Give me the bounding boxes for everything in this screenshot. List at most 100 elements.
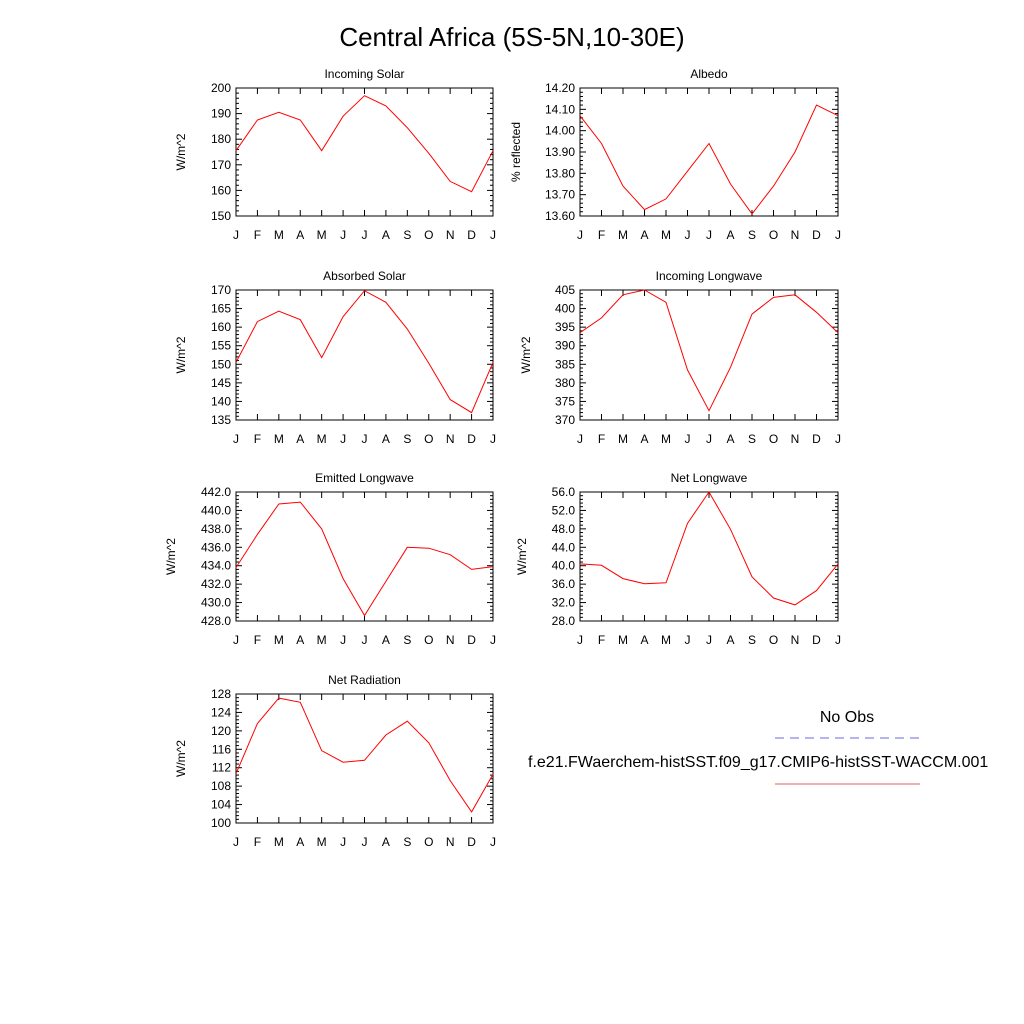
net-radiation-xtick-label: A bbox=[296, 835, 304, 849]
absorbed-solar-ytick-label: 170 bbox=[211, 283, 231, 297]
incoming-solar-xtick-label: A bbox=[382, 228, 390, 242]
incoming-longwave-xtick-label: D bbox=[812, 432, 821, 446]
panel-absorbed-solar: J F M A M J J A S O N D J135140145150155160165170Abs… bbox=[174, 269, 496, 446]
incoming-solar-xtick-label: J bbox=[362, 228, 368, 242]
net-radiation-series-line bbox=[235, 697, 494, 813]
incoming-longwave-xtick-label: J bbox=[706, 432, 712, 446]
incoming-solar-plot-frame bbox=[235, 87, 494, 217]
net-longwave-series-line bbox=[579, 491, 839, 606]
albedo-xtick-label: A bbox=[726, 228, 734, 242]
net-longwave-xtick-label: F bbox=[598, 633, 605, 647]
incoming-longwave-xtick-label: A bbox=[640, 432, 648, 446]
net-longwave-xtick-label: M bbox=[618, 633, 628, 647]
albedo-ytick-label: 13.90 bbox=[545, 145, 575, 159]
emitted-longwave-ytick-label: 438.0 bbox=[201, 522, 231, 536]
albedo-plot-frame bbox=[579, 87, 839, 217]
emitted-longwave-ytick-label: 440.0 bbox=[201, 503, 231, 517]
incoming-longwave-ylabel: W/m^2 bbox=[519, 336, 533, 373]
net-radiation-ytick-label: 116 bbox=[212, 742, 231, 756]
net-longwave-xtick-label: S bbox=[748, 633, 756, 647]
emitted-longwave-xtick-label: F bbox=[254, 633, 261, 647]
incoming-solar-ytick-label: 190 bbox=[211, 107, 231, 121]
emitted-longwave-xtick-label: N bbox=[446, 633, 455, 647]
absorbed-solar-xtick-label: N bbox=[446, 432, 455, 446]
incoming-longwave-xtick-label: J bbox=[835, 432, 841, 446]
incoming-longwave-ytick-label: 395 bbox=[555, 320, 575, 334]
incoming-solar-xtick-label: F bbox=[254, 228, 261, 242]
net-longwave-title: Net Longwave bbox=[671, 471, 748, 485]
absorbed-solar-xtick-label: A bbox=[382, 432, 390, 446]
net-longwave-ytick-label: 44.0 bbox=[552, 540, 576, 554]
albedo-ytick-label: 14.00 bbox=[545, 124, 575, 138]
albedo-ytick-label: 13.60 bbox=[545, 209, 575, 223]
emitted-longwave-xtick-label: M bbox=[317, 633, 327, 647]
net-longwave-xtick-label: J bbox=[835, 633, 841, 647]
net-longwave-ylabel: W/m^2 bbox=[515, 538, 529, 575]
emitted-longwave-xtick-label: A bbox=[382, 633, 390, 647]
legend-label-model: f.e21.FWaerchem-histSST.f09_g17.CMIP6-hi… bbox=[528, 754, 988, 771]
absorbed-solar-ytick-label: 135 bbox=[211, 413, 231, 427]
albedo-xtick-label: J bbox=[685, 228, 691, 242]
absorbed-solar-ytick-label: 150 bbox=[211, 357, 231, 371]
incoming-longwave-xtick-label: S bbox=[748, 432, 756, 446]
incoming-solar-xtick-label: O bbox=[424, 228, 433, 242]
emitted-longwave-ytick-label: 430.0 bbox=[201, 596, 231, 610]
absorbed-solar-xtick-label: F bbox=[254, 432, 261, 446]
net-radiation-xtick-label: A bbox=[382, 835, 390, 849]
absorbed-solar-xtick-label: S bbox=[403, 432, 411, 446]
absorbed-solar-plot-frame bbox=[235, 289, 494, 421]
emitted-longwave-plot-frame bbox=[235, 491, 494, 622]
panel-emitted-longwave: J F M A M J J A S O N D J428.0430.0432.0434.0436.043… bbox=[164, 471, 496, 647]
incoming-solar-series-line bbox=[235, 95, 494, 193]
incoming-longwave-ytick-label: 370 bbox=[555, 413, 575, 427]
absorbed-solar-xtick-label: O bbox=[424, 432, 433, 446]
incoming-solar-title: Incoming Solar bbox=[324, 67, 404, 81]
albedo-xtick-label: S bbox=[748, 228, 756, 242]
emitted-longwave-ylabel: W/m^2 bbox=[164, 538, 178, 575]
albedo-ytick-label: 14.20 bbox=[545, 81, 575, 95]
albedo-xtick-label: J bbox=[577, 228, 583, 242]
absorbed-solar-ytick-label: 160 bbox=[211, 320, 231, 334]
net-longwave-xtick-label: N bbox=[791, 633, 800, 647]
net-radiation-xtick-label: S bbox=[403, 835, 411, 849]
emitted-longwave-xtick-label: S bbox=[403, 633, 411, 647]
incoming-solar-ytick-label: 170 bbox=[211, 158, 231, 172]
absorbed-solar-ytick-label: 145 bbox=[211, 376, 231, 390]
emitted-longwave-xtick-label: J bbox=[233, 633, 239, 647]
incoming-longwave-ytick-label: 380 bbox=[555, 376, 575, 390]
incoming-solar-ytick-label: 200 bbox=[211, 81, 231, 95]
net-radiation-xtick-label: J bbox=[340, 835, 346, 849]
net-longwave-xtick-label: A bbox=[726, 633, 734, 647]
net-radiation-ylabel: W/m^2 bbox=[174, 740, 188, 777]
figure-title: Central Africa (5S-5N,10-30E) bbox=[339, 22, 684, 52]
albedo-xtick-label: A bbox=[640, 228, 648, 242]
net-radiation-xtick-label: J bbox=[490, 835, 496, 849]
incoming-longwave-xtick-label: M bbox=[618, 432, 628, 446]
absorbed-solar-title: Absorbed Solar bbox=[323, 269, 406, 283]
emitted-longwave-xtick-label: O bbox=[424, 633, 433, 647]
incoming-solar-xtick-label: D bbox=[467, 228, 476, 242]
incoming-longwave-xtick-label: M bbox=[661, 432, 671, 446]
legend-label-no-obs: No Obs bbox=[820, 709, 874, 726]
net-radiation-ytick-label: 112 bbox=[212, 761, 231, 775]
net-radiation-xtick-label: F bbox=[254, 835, 261, 849]
net-radiation-xtick-label: M bbox=[274, 835, 284, 849]
panel-incoming-solar: J F M A M J J A S O N D J150160170180190200Incoming … bbox=[174, 67, 496, 242]
albedo-ytick-label: 14.10 bbox=[545, 102, 575, 116]
incoming-longwave-ytick-label: 390 bbox=[555, 339, 575, 353]
albedo-title: Albedo bbox=[690, 67, 728, 81]
albedo-xtick-label: M bbox=[618, 228, 628, 242]
incoming-longwave-ytick-label: 400 bbox=[555, 302, 575, 316]
net-longwave-xtick-label: J bbox=[685, 633, 691, 647]
panel-incoming-longwave: J F M A M J J A S O N D J370375380385390395400405Inc… bbox=[519, 269, 841, 446]
incoming-solar-ytick-label: 150 bbox=[211, 209, 231, 223]
absorbed-solar-ylabel: W/m^2 bbox=[174, 336, 188, 373]
net-radiation-xtick-label: J bbox=[233, 835, 239, 849]
net-radiation-xtick-label: M bbox=[317, 835, 327, 849]
emitted-longwave-xtick-label: M bbox=[274, 633, 284, 647]
panel-albedo: J F M A M J J A S O N D J13.6013.7013.8013.9014.0014… bbox=[509, 67, 841, 242]
net-radiation-ytick-label: 124 bbox=[211, 705, 231, 719]
absorbed-solar-xtick-label: M bbox=[274, 432, 284, 446]
incoming-solar-ytick-label: 160 bbox=[211, 183, 231, 197]
net-radiation-ytick-label: 100 bbox=[211, 816, 231, 830]
